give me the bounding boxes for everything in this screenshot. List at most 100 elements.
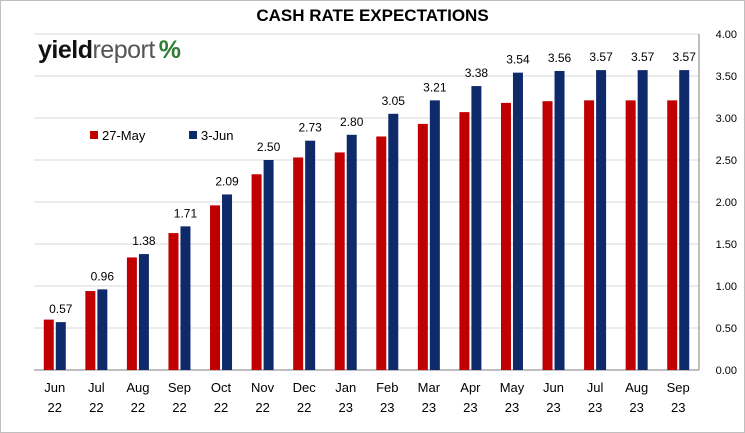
legend-item-series-2: 3-Jun [188, 127, 234, 143]
data-label: 3.57 [631, 50, 655, 64]
chart-title: CASH RATE EXPECTATIONS [256, 6, 489, 25]
x-tick-label-month: Jun [543, 380, 564, 395]
bar-series-1 [293, 157, 304, 370]
logo-percent-icon: % [158, 36, 181, 64]
x-tick-label-month: May [500, 380, 525, 395]
x-tick-label-year: 23 [588, 400, 602, 415]
x-tick-label-month: Nov [251, 380, 275, 395]
data-label: 0.57 [49, 302, 73, 316]
x-tick-label-year: 22 [214, 400, 228, 415]
data-label: 3.54 [506, 53, 530, 67]
x-tick-label-year: 22 [89, 400, 103, 415]
yieldreport-logo: yieldreport% [38, 36, 181, 65]
bar-series-2 [55, 322, 66, 370]
bar-series-1 [251, 174, 262, 370]
bar-series-1 [500, 102, 511, 370]
x-tick-label-year: 23 [629, 400, 643, 415]
x-tick-label-month: Jan [335, 380, 356, 395]
data-label: 0.96 [91, 269, 115, 283]
x-tick-label-year: 23 [546, 400, 560, 415]
bar-series-1 [542, 101, 553, 370]
bar-series-2 [305, 140, 316, 370]
bar-series-2 [512, 72, 523, 370]
logo-text-report: report [92, 36, 155, 64]
data-label: 3.38 [465, 66, 489, 80]
legend-item-series-1: 27-May [90, 128, 145, 143]
bar-series-2 [471, 86, 482, 370]
data-label: 2.50 [257, 140, 281, 154]
y-tick-label: 1.50 [716, 239, 737, 251]
y-tick-label: 2.50 [716, 155, 737, 167]
bar-series-1 [625, 100, 636, 371]
data-label: 2.09 [215, 174, 239, 188]
x-tick-label-year: 22 [255, 400, 269, 415]
x-tick-label-month: Jun [44, 380, 65, 395]
y-tick-label: 2.00 [716, 197, 737, 209]
bar-series-2 [637, 70, 648, 371]
bar-series-1 [459, 112, 470, 371]
data-label: 1.71 [174, 206, 198, 220]
bar-series-2 [263, 160, 274, 370]
x-tick-label-year: 23 [422, 400, 436, 415]
chart-legend: 27-May 3-Jun [90, 127, 274, 143]
data-label: 3.57 [589, 50, 613, 64]
bar-series-2 [388, 113, 399, 371]
x-tick-label-year: 22 [297, 400, 311, 415]
bar-series-2 [180, 226, 191, 370]
bar-series-1 [667, 100, 678, 371]
bar-series-1 [584, 100, 595, 371]
bar-series-2 [596, 70, 607, 371]
logo-text-yield: yield [38, 36, 93, 64]
bar-series-2 [554, 70, 565, 371]
y-tick-label: 3.00 [716, 113, 737, 125]
x-tick-label-month: Aug [625, 380, 648, 395]
x-tick-label-month: Feb [376, 380, 398, 395]
data-label: 3.57 [673, 50, 697, 64]
y-tick-label: 4.00 [716, 29, 737, 41]
x-tick-label-year: 23 [338, 400, 352, 415]
legend-label-series-2: 3-Jun [200, 127, 234, 143]
legend-swatch-series-1 [90, 131, 98, 139]
x-tick-label-year: 22 [172, 400, 186, 415]
data-label: 2.80 [340, 115, 364, 129]
data-label: 2.73 [298, 121, 322, 135]
x-tick-label-month: Sep [168, 380, 191, 395]
bar-series-1 [43, 319, 54, 370]
data-label: 3.56 [548, 51, 572, 65]
x-tick-label-month: Oct [211, 380, 232, 395]
data-label: 1.38 [132, 234, 156, 248]
x-tick-label-month: Aug [126, 380, 149, 395]
x-tick-label-month: Apr [460, 380, 481, 395]
bar-series-1 [168, 233, 179, 370]
x-tick-label-month: Jul [88, 380, 105, 395]
x-tick-label-year: 23 [463, 400, 477, 415]
bar-series-2 [97, 289, 108, 370]
x-tick-label-year: 23 [505, 400, 519, 415]
y-tick-label: 3.50 [716, 71, 737, 83]
x-tick-label-year: 23 [671, 400, 685, 415]
bar-series-2 [346, 134, 357, 370]
x-tick-label-month: Jul [587, 380, 604, 395]
x-tick-label-month: Sep [667, 380, 690, 395]
bar-series-1 [210, 205, 221, 370]
x-tick-label-year: 22 [131, 400, 145, 415]
data-label: 3.21 [423, 80, 447, 94]
x-tick-label-year: 22 [48, 400, 62, 415]
x-tick-label-month: Mar [418, 380, 441, 395]
y-tick-label: 0.50 [716, 323, 737, 335]
data-label: 3.05 [382, 94, 406, 108]
bar-series-1 [334, 152, 345, 370]
x-tick-label-month: Dec [293, 380, 317, 395]
bar-series-1 [85, 291, 96, 370]
bar-series-2 [138, 254, 149, 370]
bar-series-1 [126, 257, 137, 370]
bar-series-1 [417, 123, 428, 370]
x-tick-label-year: 23 [380, 400, 394, 415]
legend-label-series-1: 27-May [102, 127, 146, 143]
y-tick-label: 1.00 [716, 281, 737, 293]
bar-series-2 [222, 194, 233, 370]
y-tick-label: 0.00 [716, 365, 737, 377]
legend-swatch-series-2 [188, 131, 197, 139]
